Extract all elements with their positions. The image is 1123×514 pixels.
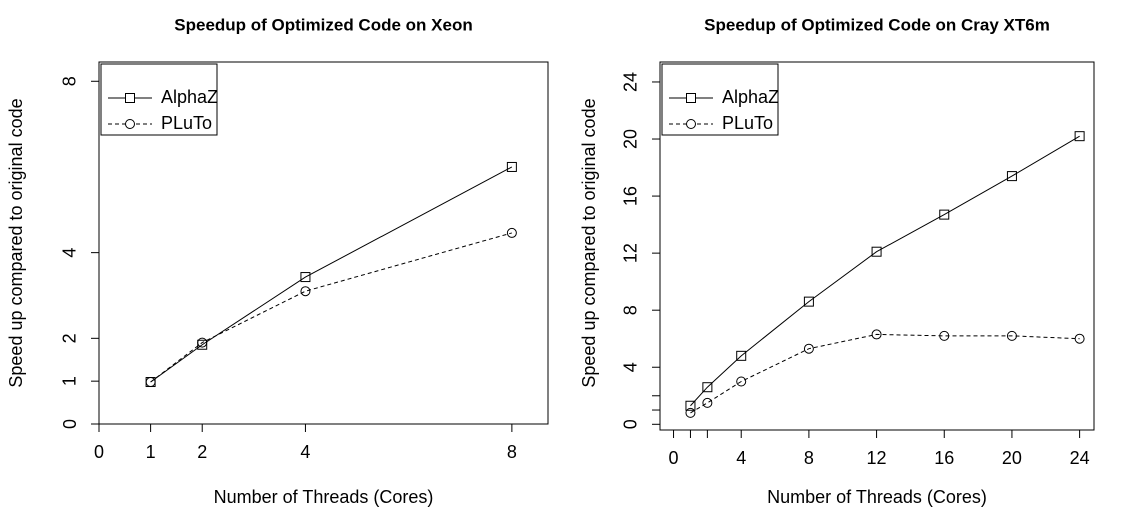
legend-marker	[686, 119, 696, 129]
y-tick-label: 8	[621, 305, 641, 315]
marker	[702, 382, 713, 393]
marker	[300, 286, 311, 297]
marker	[685, 407, 696, 418]
x-tick-label: 20	[1002, 448, 1022, 468]
y-tick-label: 12	[621, 243, 641, 263]
marker	[939, 209, 950, 220]
y-tick-label: 4	[621, 362, 641, 372]
y-tick-label: 16	[621, 186, 641, 206]
marker	[1074, 333, 1085, 344]
marker	[871, 329, 882, 340]
plot-box	[98, 61, 549, 425]
x-tick-label: 12	[867, 448, 887, 468]
legend-label: PLuTo	[722, 113, 773, 133]
y-tick-label: 8	[60, 76, 80, 86]
marker	[1006, 171, 1017, 182]
x-tick-label: 4	[300, 442, 310, 462]
legend-label: AlphaZ	[161, 87, 218, 107]
chart-title: Speedup of Optimized Code on Xeon	[174, 15, 472, 34]
series-line	[690, 333, 1080, 414]
series-line	[150, 232, 513, 383]
y-axis-label: Speed up compared to original code	[579, 98, 599, 387]
legend-box	[100, 63, 218, 136]
x-tick-label: 24	[1070, 448, 1090, 468]
marker	[803, 296, 814, 307]
x-tick-label: 8	[507, 442, 517, 462]
x-tick-label: 0	[94, 442, 104, 462]
legend-label: PLuTo	[161, 113, 212, 133]
marker	[145, 377, 156, 388]
marker	[1074, 131, 1085, 142]
y-tick-label: 20	[621, 129, 641, 149]
series-line	[150, 166, 513, 383]
y-tick-label: 0	[60, 419, 80, 429]
legend-marker	[125, 93, 135, 103]
y-tick-label: 4	[60, 248, 80, 258]
marker	[506, 227, 517, 238]
series-line	[690, 135, 1080, 407]
marker	[803, 343, 814, 354]
marker	[685, 400, 696, 411]
marker	[702, 397, 713, 408]
y-tick-label: 1	[60, 376, 80, 386]
marker	[736, 350, 747, 361]
marker	[736, 376, 747, 387]
legend-marker	[686, 93, 696, 103]
legend-box	[661, 63, 779, 136]
y-axis-label: Speed up compared to original code	[6, 98, 26, 387]
x-tick-label: 0	[669, 448, 679, 468]
x-axis-label: Number of Threads (Cores)	[214, 487, 434, 507]
marker	[197, 337, 208, 348]
x-tick-label: 1	[146, 442, 156, 462]
x-tick-label: 2	[197, 442, 207, 462]
x-tick-label: 16	[934, 448, 954, 468]
x-tick-label: 4	[736, 448, 746, 468]
x-tick-label: 8	[804, 448, 814, 468]
y-tick-label: 24	[621, 72, 641, 92]
chart-title: Speedup of Optimized Code on Cray XT6m	[704, 15, 1050, 34]
y-tick-label: 2	[60, 333, 80, 343]
y-tick-label: 0	[621, 419, 641, 429]
marker	[871, 246, 882, 257]
legend-marker	[125, 119, 135, 129]
legend-label: AlphaZ	[722, 87, 779, 107]
marker	[1006, 330, 1017, 341]
marker	[300, 272, 311, 283]
marker	[939, 330, 950, 341]
marker	[506, 161, 517, 172]
x-axis-label: Number of Threads (Cores)	[767, 487, 987, 507]
